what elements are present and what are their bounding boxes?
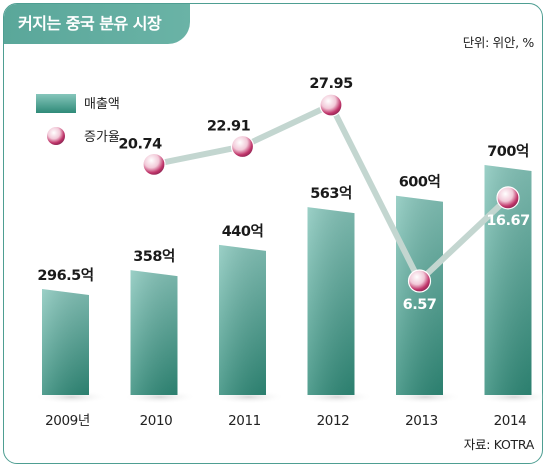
x-tick-label: 2011 — [228, 413, 261, 429]
bar-value-label: 563억 — [310, 184, 352, 202]
chart-frame: 커지는 중국 분유 시장 — [3, 3, 543, 464]
x-tick-label: 2012 — [317, 413, 350, 429]
legend-bar-swatch — [36, 94, 76, 113]
legend-line-label: 증가율 — [84, 130, 120, 145]
growth-rate-label: 22.91 — [207, 118, 251, 134]
bar-sheen-1 — [130, 270, 178, 395]
chart-title: 커지는 중국 분유 시장 — [4, 4, 190, 44]
bar-value-label: 358억 — [133, 247, 175, 265]
growth-rate-marker — [230, 134, 255, 159]
bar-value-label: 296.5억 — [37, 266, 93, 284]
bar-value-label: 600억 — [399, 173, 441, 191]
growth-rate-label: 6.57 — [403, 297, 437, 313]
growth-rate-label: 20.74 — [118, 136, 162, 152]
growth-rate-label: 27.95 — [309, 76, 353, 92]
growth-rate-marker — [319, 93, 343, 117]
growth-rate-marker — [407, 269, 432, 293]
bar-sheen-4 — [396, 195, 443, 395]
x-tick-label: 2010 — [140, 413, 173, 429]
growth-rate-marker — [496, 186, 520, 210]
legend: 매출액 증가율 — [36, 94, 120, 145]
growth-rate-label: 16.67 — [486, 213, 529, 229]
source-note: 자료: KOTRA — [463, 437, 535, 452]
x-tick-label: 2009년 — [45, 413, 90, 429]
bar-sheen-3 — [307, 207, 355, 395]
legend-line-marker — [47, 127, 65, 145]
legend-bar-label: 매출액 — [84, 97, 120, 112]
growth-rate-marker — [142, 152, 166, 176]
bar-sheen-5 — [484, 165, 532, 395]
x-tick-label: 2013 — [405, 413, 438, 429]
bar-value-label: 700억 — [487, 142, 529, 160]
bar-sheen-0 — [42, 289, 89, 395]
x-tick-label: 2014 — [494, 413, 527, 429]
bar-sheen-2 — [219, 244, 266, 395]
bar-value-label: 440억 — [222, 222, 264, 240]
unit-note: 단위: 위안, % — [462, 35, 535, 50]
